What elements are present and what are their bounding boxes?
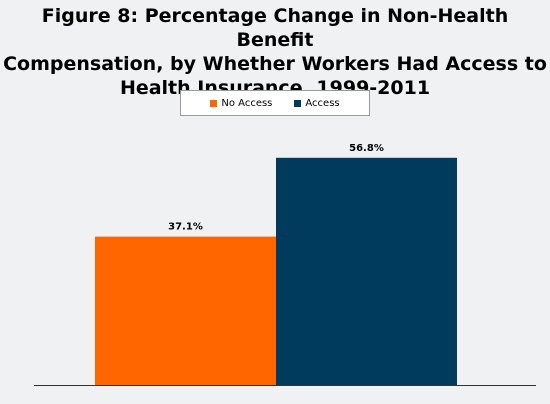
data-label-access: 56.8%: [349, 143, 384, 154]
legend-label-no-access: No Access: [221, 97, 273, 109]
chart-legend: No Access Access: [180, 90, 370, 116]
legend-label-access: Access: [305, 97, 340, 109]
chart-title-line-1: Figure 8: Percentage Change in Non-Healt…: [41, 5, 509, 51]
legend-item-access: Access: [294, 97, 340, 109]
legend-item-no-access: No Access: [210, 98, 272, 109]
data-label-no-access: 37.1%: [168, 222, 203, 233]
bar-access: [276, 157, 457, 385]
legend-swatch-access: [294, 99, 302, 107]
bar-no-access: [95, 236, 276, 385]
legend-swatch-no-access: [210, 99, 218, 107]
chart-title-line-2: Compensation, by Whether Workers Had Acc…: [3, 53, 547, 75]
